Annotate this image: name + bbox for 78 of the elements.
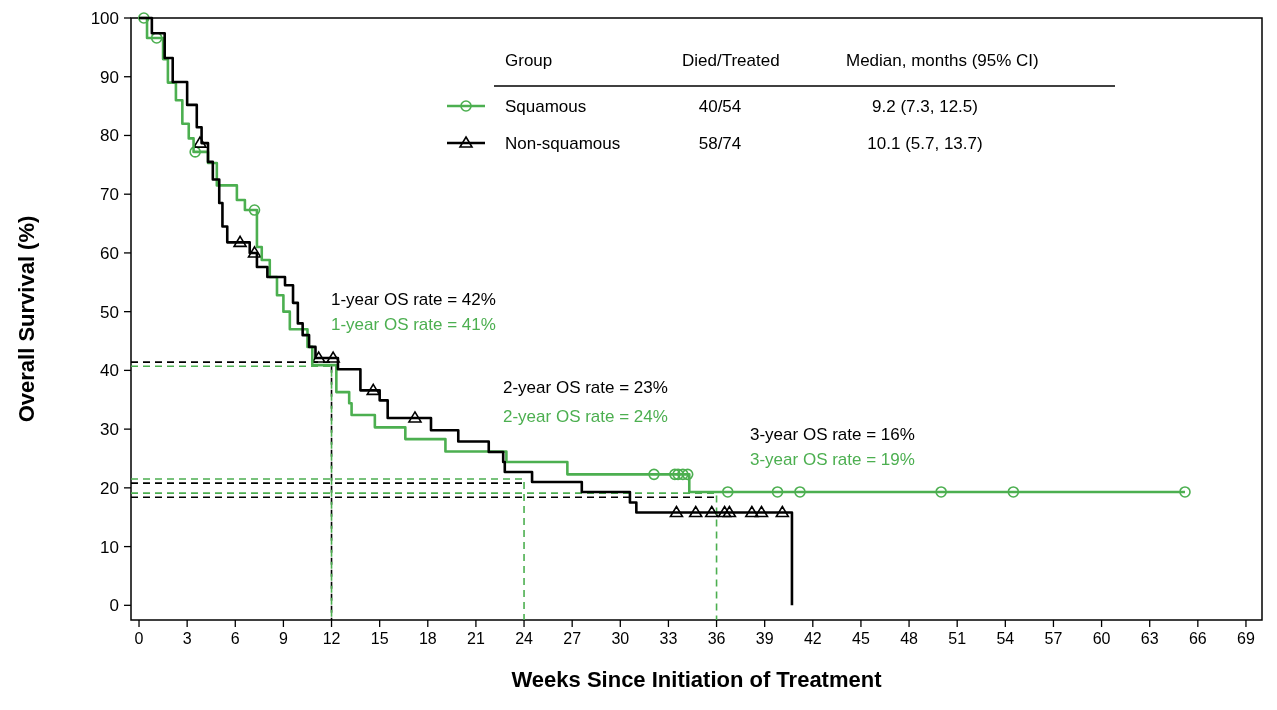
annotation: 2-year OS rate = 23% — [503, 378, 668, 397]
x-axis-title: Weeks Since Initiation of Treatment — [511, 667, 883, 692]
x-tick-label: 21 — [467, 630, 485, 647]
y-tick-label: 20 — [100, 478, 119, 498]
point — [669, 505, 684, 518]
point — [677, 468, 689, 481]
y-tick-label: 90 — [100, 67, 119, 87]
x-tick-label: 45 — [852, 630, 870, 647]
x-tick-label: 69 — [1237, 630, 1255, 647]
point — [688, 505, 703, 518]
x-tick-label: 27 — [563, 630, 582, 647]
point — [721, 486, 734, 498]
y-tick-label: 100 — [90, 9, 119, 28]
annotation: 3-year OS rate = 19% — [750, 450, 915, 469]
point — [794, 486, 806, 498]
point — [193, 136, 207, 148]
point — [648, 468, 660, 481]
x-tick-label: 63 — [1140, 630, 1159, 647]
x-tick-label: 30 — [611, 630, 630, 647]
x-tick-label: 24 — [515, 630, 534, 647]
x-tick-label: 33 — [659, 630, 678, 647]
point — [311, 351, 326, 363]
x-tick-label: 12 — [322, 630, 341, 647]
point — [366, 383, 381, 396]
annotation: 10.1 (5.7, 13.7) — [867, 134, 983, 153]
annotation: 1-year OS rate = 42% — [331, 290, 496, 309]
point — [189, 146, 201, 158]
annotation: 9.2 (7.3, 12.5) — [872, 97, 978, 116]
point — [408, 411, 422, 423]
point — [233, 235, 247, 248]
y-tick-label: 80 — [100, 126, 119, 146]
x-tick-label: 0 — [134, 630, 144, 647]
y-tick-label: 0 — [109, 596, 119, 616]
y-tick-label: 30 — [100, 420, 119, 440]
x-tick-label: 18 — [418, 630, 437, 647]
point — [722, 505, 737, 518]
x-tick-label: 42 — [803, 630, 822, 647]
point — [745, 505, 759, 518]
annotation: 3-year OS rate = 16% — [750, 425, 915, 444]
annotation: 2-year OS rate = 24% — [503, 407, 668, 426]
x-tick-label: 54 — [996, 630, 1015, 647]
legend-title: Group — [505, 51, 553, 70]
x-tick-label: 15 — [370, 630, 389, 647]
x-tick-label: 57 — [1044, 630, 1063, 647]
legend-label: Squamous — [505, 97, 587, 116]
legend-label: Non-squamous — [505, 134, 621, 153]
y-tick-label: 70 — [100, 185, 119, 205]
y-tick-label: 50 — [100, 302, 119, 322]
annotation: 1-year OS rate = 41% — [331, 315, 496, 334]
x-tick-label: 36 — [707, 630, 726, 647]
x-tick-label: 39 — [755, 630, 774, 647]
point — [704, 505, 719, 518]
annotation: 40/54 — [698, 97, 742, 116]
x-tick-label: 60 — [1092, 630, 1111, 647]
point — [1007, 486, 1020, 498]
x-tick-label: 9 — [278, 630, 288, 647]
point — [775, 505, 790, 518]
x-tick-label: 66 — [1188, 630, 1207, 647]
point — [138, 12, 150, 24]
x-tick-label: 51 — [948, 630, 967, 647]
x-tick-label: 48 — [900, 630, 919, 647]
point — [1179, 486, 1191, 498]
annotation: Died/Treated — [682, 51, 780, 70]
point — [754, 505, 769, 518]
y-tick-label: 10 — [100, 537, 119, 557]
y-tick-label: 60 — [100, 243, 119, 263]
point — [717, 505, 732, 518]
annotation: 58/74 — [698, 134, 742, 153]
point — [935, 486, 947, 498]
point — [248, 204, 261, 216]
x-tick-label: 6 — [230, 630, 240, 647]
point — [326, 351, 340, 363]
annotation: Median, months (95% CI) — [846, 51, 1039, 70]
point — [771, 486, 784, 498]
y-tick-label: 40 — [100, 361, 119, 381]
point — [247, 246, 262, 258]
x-tick-label: 3 — [182, 630, 192, 647]
y-axis-title: Overall Survival (%) — [14, 215, 39, 423]
